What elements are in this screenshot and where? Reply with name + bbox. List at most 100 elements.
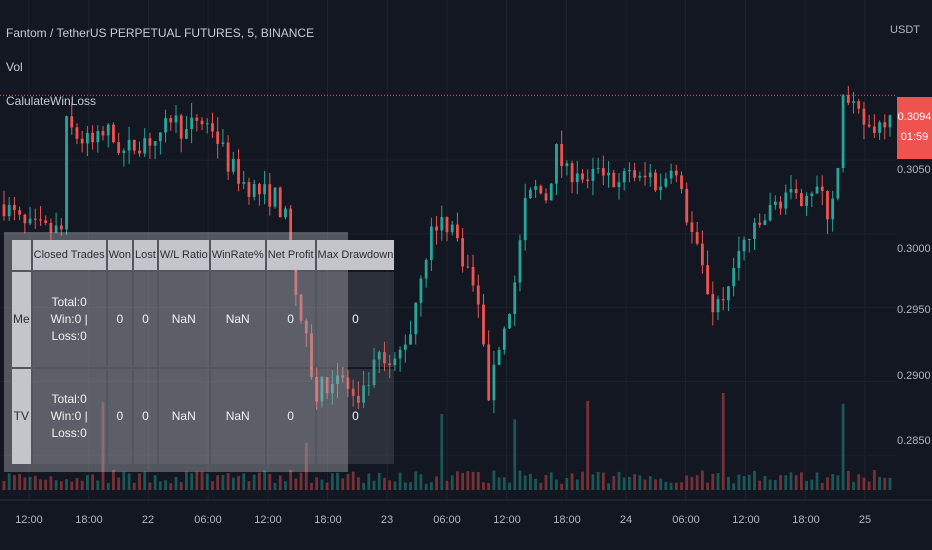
volume-bar bbox=[304, 442, 308, 490]
volume-bar bbox=[727, 476, 730, 490]
volume-bar bbox=[336, 472, 339, 490]
candle-body bbox=[867, 124, 871, 127]
candle-body bbox=[575, 173, 579, 183]
candle-body bbox=[377, 352, 381, 360]
table-row: Me Total:0 Win:0 | Loss:0 0 0 NaN NaN 0 0 bbox=[12, 272, 395, 367]
candle-body bbox=[852, 101, 855, 103]
candle-body bbox=[700, 243, 704, 266]
volume-bar bbox=[372, 480, 376, 490]
volume-bar bbox=[732, 483, 736, 490]
candle-body bbox=[888, 115, 892, 128]
volume-bar bbox=[190, 473, 194, 490]
volume-bar bbox=[591, 474, 595, 490]
table-header-cell: Closed Trades bbox=[32, 240, 106, 270]
candle-body bbox=[732, 268, 736, 287]
volume-bar bbox=[429, 482, 433, 490]
candle-body bbox=[628, 170, 631, 172]
symbol-title[interactable]: Fantom / TetherUS PERPETUAL FUTURES, 5, … bbox=[6, 26, 315, 40]
volume-bar bbox=[435, 476, 438, 490]
volume-bar bbox=[383, 477, 386, 490]
candle-body bbox=[768, 205, 772, 221]
volume-bar bbox=[867, 481, 871, 490]
candle-body bbox=[143, 138, 147, 154]
volume-bar bbox=[23, 477, 27, 490]
candle-body bbox=[753, 222, 756, 239]
volume-bar bbox=[278, 475, 282, 490]
volume-bar bbox=[450, 475, 454, 490]
volume-bar bbox=[153, 475, 157, 490]
candle-body bbox=[779, 201, 782, 209]
volume-bar bbox=[544, 475, 548, 490]
candle-body bbox=[664, 178, 668, 187]
volume-bar bbox=[747, 474, 751, 490]
candle-body bbox=[268, 184, 272, 207]
x-tick: 12:00 bbox=[732, 514, 760, 526]
candle-body bbox=[357, 395, 360, 403]
candle-body bbox=[737, 251, 741, 269]
volume-bar bbox=[607, 483, 610, 490]
candle-body bbox=[539, 186, 543, 194]
candle-body bbox=[190, 117, 194, 130]
table-header-cell: Won bbox=[107, 240, 133, 270]
candle-body bbox=[555, 144, 558, 184]
candle-body bbox=[85, 132, 89, 144]
volume-bar bbox=[268, 473, 272, 490]
volume-bar bbox=[570, 473, 574, 490]
volume-bar bbox=[513, 419, 517, 490]
indicator-winloss-label[interactable]: CalulateWinLoss bbox=[6, 94, 97, 108]
volume-bar bbox=[117, 477, 121, 490]
win-loss-table: Closed Trades Won Lost W/L Ratio WinRate… bbox=[4, 232, 395, 472]
volume-bar bbox=[753, 470, 756, 490]
volume-bar bbox=[648, 476, 652, 490]
candle-body bbox=[28, 218, 32, 224]
volume-bar bbox=[164, 480, 167, 490]
winrate-cell: NaN bbox=[210, 272, 265, 367]
candle-body bbox=[304, 320, 308, 334]
candle-body bbox=[794, 189, 798, 194]
volume-bar bbox=[836, 475, 840, 490]
candle-body bbox=[758, 222, 762, 225]
table-header-cell: Net Profit bbox=[266, 240, 315, 270]
volume-bar bbox=[138, 473, 141, 490]
volume-bar bbox=[351, 471, 355, 490]
volume-bar bbox=[878, 476, 881, 490]
volume-bar bbox=[659, 478, 663, 490]
volume-bar bbox=[409, 482, 412, 490]
candle-body bbox=[367, 385, 371, 387]
candle-body bbox=[398, 349, 402, 359]
volume-bar bbox=[237, 476, 240, 490]
volume-bars bbox=[2, 392, 892, 490]
volume-bar bbox=[148, 482, 152, 490]
max-drawdown-cell: 0 bbox=[316, 369, 395, 464]
volume-bar bbox=[800, 472, 803, 490]
candle-body bbox=[549, 183, 553, 201]
volume-bar bbox=[54, 480, 58, 490]
candle-body bbox=[336, 375, 339, 384]
closed-trades-cell: Total:0 Win:0 | Loss:0 bbox=[32, 369, 106, 464]
candle-body bbox=[289, 208, 293, 252]
candle-body bbox=[127, 139, 131, 151]
volume-bar bbox=[263, 470, 266, 490]
volume-bar bbox=[440, 414, 444, 490]
candle-body bbox=[424, 259, 428, 279]
candle-body bbox=[440, 217, 444, 231]
wl-ratio-cell: NaN bbox=[158, 272, 209, 367]
candle-body bbox=[7, 204, 11, 217]
candle-body bbox=[596, 168, 600, 170]
volume-bar bbox=[49, 476, 53, 490]
candle-body bbox=[169, 118, 173, 123]
volume-bar bbox=[200, 471, 204, 490]
indicator-vol-label[interactable]: Vol bbox=[6, 60, 23, 74]
candle-body bbox=[800, 193, 803, 207]
candle-body bbox=[341, 375, 345, 378]
candle-body bbox=[33, 218, 37, 220]
volume-bar bbox=[638, 475, 642, 490]
candle-body bbox=[476, 285, 480, 305]
candle-body bbox=[39, 219, 42, 221]
volume-bar bbox=[310, 482, 313, 490]
candle-body bbox=[784, 192, 788, 209]
volume-bar bbox=[445, 480, 449, 490]
candle-body bbox=[747, 238, 751, 240]
volume-bar bbox=[242, 473, 246, 490]
